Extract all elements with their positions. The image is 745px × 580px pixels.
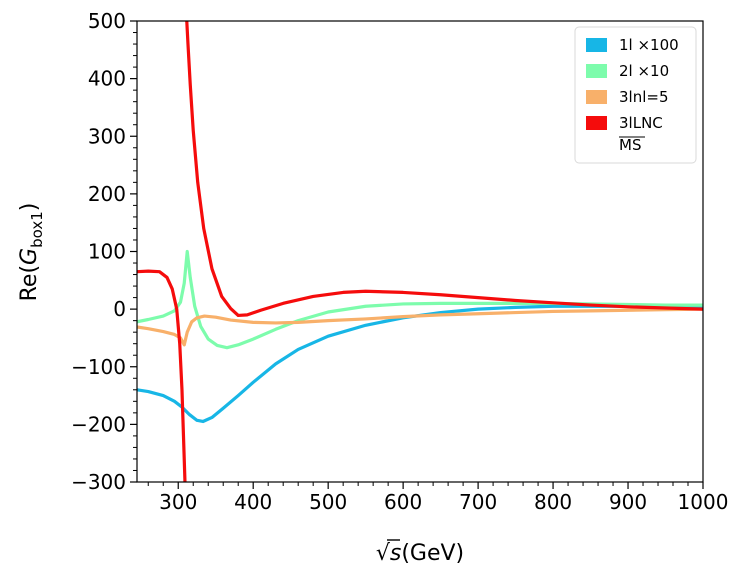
legend-swatch	[586, 90, 607, 104]
series-line-3	[137, 307, 703, 347]
y-tick-label: 300	[88, 124, 126, 148]
x-tick-label: 400	[234, 490, 272, 514]
legend: 1l ×100 2l ×10 3lnl=5 3lLNC MS	[574, 26, 697, 164]
x-tick-label: 700	[459, 490, 497, 514]
y-tick-label: 200	[88, 182, 126, 206]
y-tick-label: −300	[71, 470, 126, 494]
y-tick-label: −100	[71, 355, 126, 379]
legend-label: 1l ×100	[619, 36, 679, 54]
x-tick-label: 500	[309, 490, 347, 514]
x-tick-label: 800	[534, 490, 572, 514]
y-tick-label: 400	[88, 67, 126, 91]
series-layer	[137, 21, 703, 482]
y-axis-label-close: )	[17, 203, 42, 212]
y-axis-label-main: Re(	[17, 265, 42, 301]
legend-footer: MS	[619, 136, 641, 154]
legend-label: 3lLNC	[619, 114, 663, 132]
x-axis-label: √s(GeV)	[376, 541, 464, 566]
x-axis-label-unit: (GeV)	[401, 541, 464, 566]
x-tick-label: 300	[159, 490, 197, 514]
y-tick-label: 500	[88, 9, 126, 33]
legend-swatch	[586, 64, 607, 78]
legend-label: 3lnl=5	[619, 88, 669, 106]
legend-swatch	[586, 116, 607, 130]
y-tick-label: 0	[113, 297, 126, 321]
x-tick-label: 900	[609, 490, 647, 514]
series-line-2	[137, 249, 703, 350]
y-axis-label-sub: box1	[28, 211, 46, 248]
y-axis-label: Re(Gbox1)	[17, 203, 46, 302]
series-line-4-seg-2	[185, 21, 703, 318]
x-tick-label: 1000	[678, 490, 729, 514]
series-line-4-seg-1	[137, 269, 187, 482]
y-tick-label: −200	[71, 412, 126, 436]
y-tick-label: 100	[88, 240, 126, 264]
legend-label: 2l ×10	[619, 62, 669, 80]
axes-layer: 300 400 500 600 700 800 900 1000 −300 −200 −100 0 10…	[71, 9, 728, 514]
x-axis-label-sqrt: √	[376, 541, 391, 566]
axis-labels: √s(GeV) Re(Gbox1)	[17, 203, 464, 566]
legend-swatch	[586, 38, 607, 52]
x-axis-label-var: s	[390, 541, 401, 566]
y-axis-label-var: G	[17, 248, 42, 265]
x-tick-label: 600	[384, 490, 422, 514]
